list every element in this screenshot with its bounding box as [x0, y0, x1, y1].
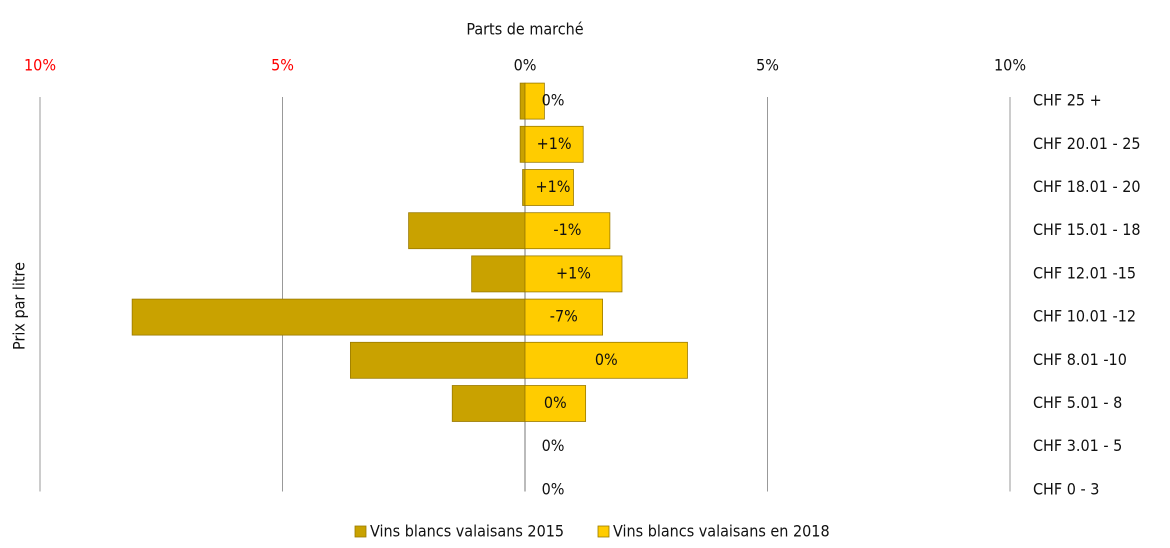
bar: [451, 385, 526, 422]
annotation: -1%: [553, 220, 581, 239]
y-tick-label: CHF 0 - 3: [1033, 479, 1099, 498]
bar: [524, 82, 545, 120]
legend-marker: [354, 525, 367, 538]
bar: [519, 125, 526, 163]
annotation: 0%: [542, 479, 565, 498]
annotation: +1%: [537, 134, 572, 153]
bar: [408, 212, 526, 250]
y-tick-label: CHF 8.01 -10: [1033, 350, 1127, 369]
bar: [524, 298, 603, 336]
x-axis-title: Parts de marché: [466, 20, 583, 39]
y-tick-label: CHF 5.01 - 8: [1033, 393, 1122, 412]
y-tick-label: CHF 25 +: [1033, 91, 1102, 110]
bar: [519, 82, 526, 120]
x-tick-label: 10%: [994, 56, 1026, 75]
y-tick-label: CHF 10.01 -12: [1033, 307, 1136, 326]
bar: [524, 255, 623, 293]
bar: [349, 341, 526, 379]
bar: [524, 169, 574, 206]
y-tick-label: CHF 3.01 - 5: [1033, 436, 1122, 455]
bar: [131, 298, 526, 336]
annotation: 0%: [544, 393, 567, 412]
x-tick-label: 0%: [514, 56, 537, 75]
y-tick-label: CHF 12.01 -15: [1033, 263, 1136, 282]
y-tick-label: CHF 20.01 - 25: [1033, 134, 1141, 153]
bar: [524, 341, 688, 379]
bar: [524, 125, 584, 163]
annotation: +1%: [556, 263, 591, 282]
legend-label: Vins blancs valaisans 2015: [370, 522, 564, 541]
bar: [524, 212, 611, 250]
annotation: 0%: [595, 350, 618, 369]
y-axis-title: Prix par litre: [10, 262, 29, 350]
annotation: +1%: [536, 177, 571, 196]
annotation: -7%: [550, 307, 578, 326]
y-tick-label: CHF 18.01 - 20: [1033, 177, 1141, 196]
legend-marker: [597, 525, 610, 538]
bar: [471, 255, 526, 293]
x-tick-label: 5%: [271, 56, 294, 75]
annotation: 0%: [542, 436, 565, 455]
bar: [524, 385, 587, 422]
x-tick-label: 10%: [24, 56, 56, 75]
y-tick-label: CHF 15.01 - 18: [1033, 220, 1141, 239]
legend-label: Vins blancs valaisans en 2018: [613, 522, 830, 541]
annotation: 0%: [542, 91, 565, 110]
x-tick-label: 5%: [756, 56, 779, 75]
